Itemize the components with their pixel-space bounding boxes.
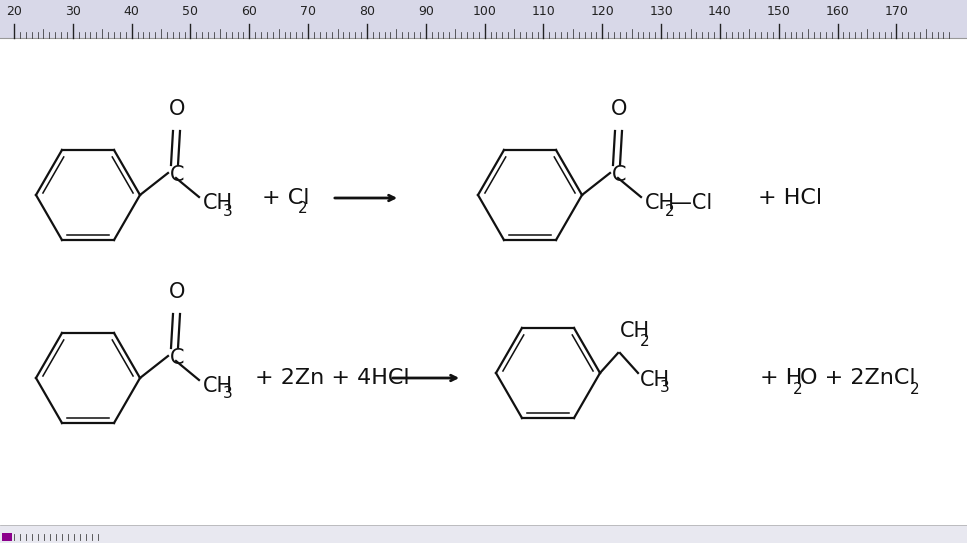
Text: + 2Zn + 4HCl: + 2Zn + 4HCl (255, 368, 410, 388)
Text: 2: 2 (665, 204, 675, 218)
Text: O: O (611, 99, 628, 119)
Text: 170: 170 (885, 4, 908, 17)
Text: 130: 130 (649, 4, 673, 17)
Text: CH: CH (203, 376, 233, 396)
Text: CH: CH (645, 193, 675, 213)
Text: 120: 120 (591, 4, 614, 17)
Text: 40: 40 (124, 4, 139, 17)
Text: 100: 100 (473, 4, 497, 17)
Text: 60: 60 (242, 4, 257, 17)
Text: O: O (169, 282, 186, 302)
Text: CH: CH (640, 370, 670, 390)
Text: + Cl: + Cl (262, 188, 309, 208)
Text: 3: 3 (223, 204, 233, 218)
Text: 20: 20 (6, 4, 22, 17)
FancyBboxPatch shape (2, 533, 12, 541)
Text: 80: 80 (359, 4, 375, 17)
Text: O: O (169, 99, 186, 119)
Text: 2: 2 (640, 334, 650, 349)
Text: —Cl: —Cl (671, 193, 713, 213)
Text: 70: 70 (300, 4, 316, 17)
Text: 2: 2 (910, 382, 920, 397)
FancyBboxPatch shape (0, 0, 967, 38)
Text: C: C (612, 165, 627, 185)
Text: C: C (170, 165, 185, 185)
Text: 150: 150 (767, 4, 791, 17)
Text: 30: 30 (65, 4, 81, 17)
Text: 2: 2 (793, 382, 803, 397)
Text: 110: 110 (532, 4, 555, 17)
Text: + HCl: + HCl (758, 188, 822, 208)
Text: CH: CH (203, 193, 233, 213)
Text: 2: 2 (298, 200, 308, 216)
Text: 140: 140 (708, 4, 732, 17)
Text: 90: 90 (418, 4, 434, 17)
Text: 3: 3 (223, 387, 233, 401)
Text: O + 2ZnCl: O + 2ZnCl (800, 368, 916, 388)
Text: CH: CH (620, 321, 650, 341)
FancyBboxPatch shape (0, 525, 967, 543)
Text: 50: 50 (183, 4, 198, 17)
Text: 160: 160 (826, 4, 849, 17)
Text: C: C (170, 348, 185, 368)
Text: 3: 3 (660, 381, 670, 395)
Text: + H: + H (760, 368, 803, 388)
